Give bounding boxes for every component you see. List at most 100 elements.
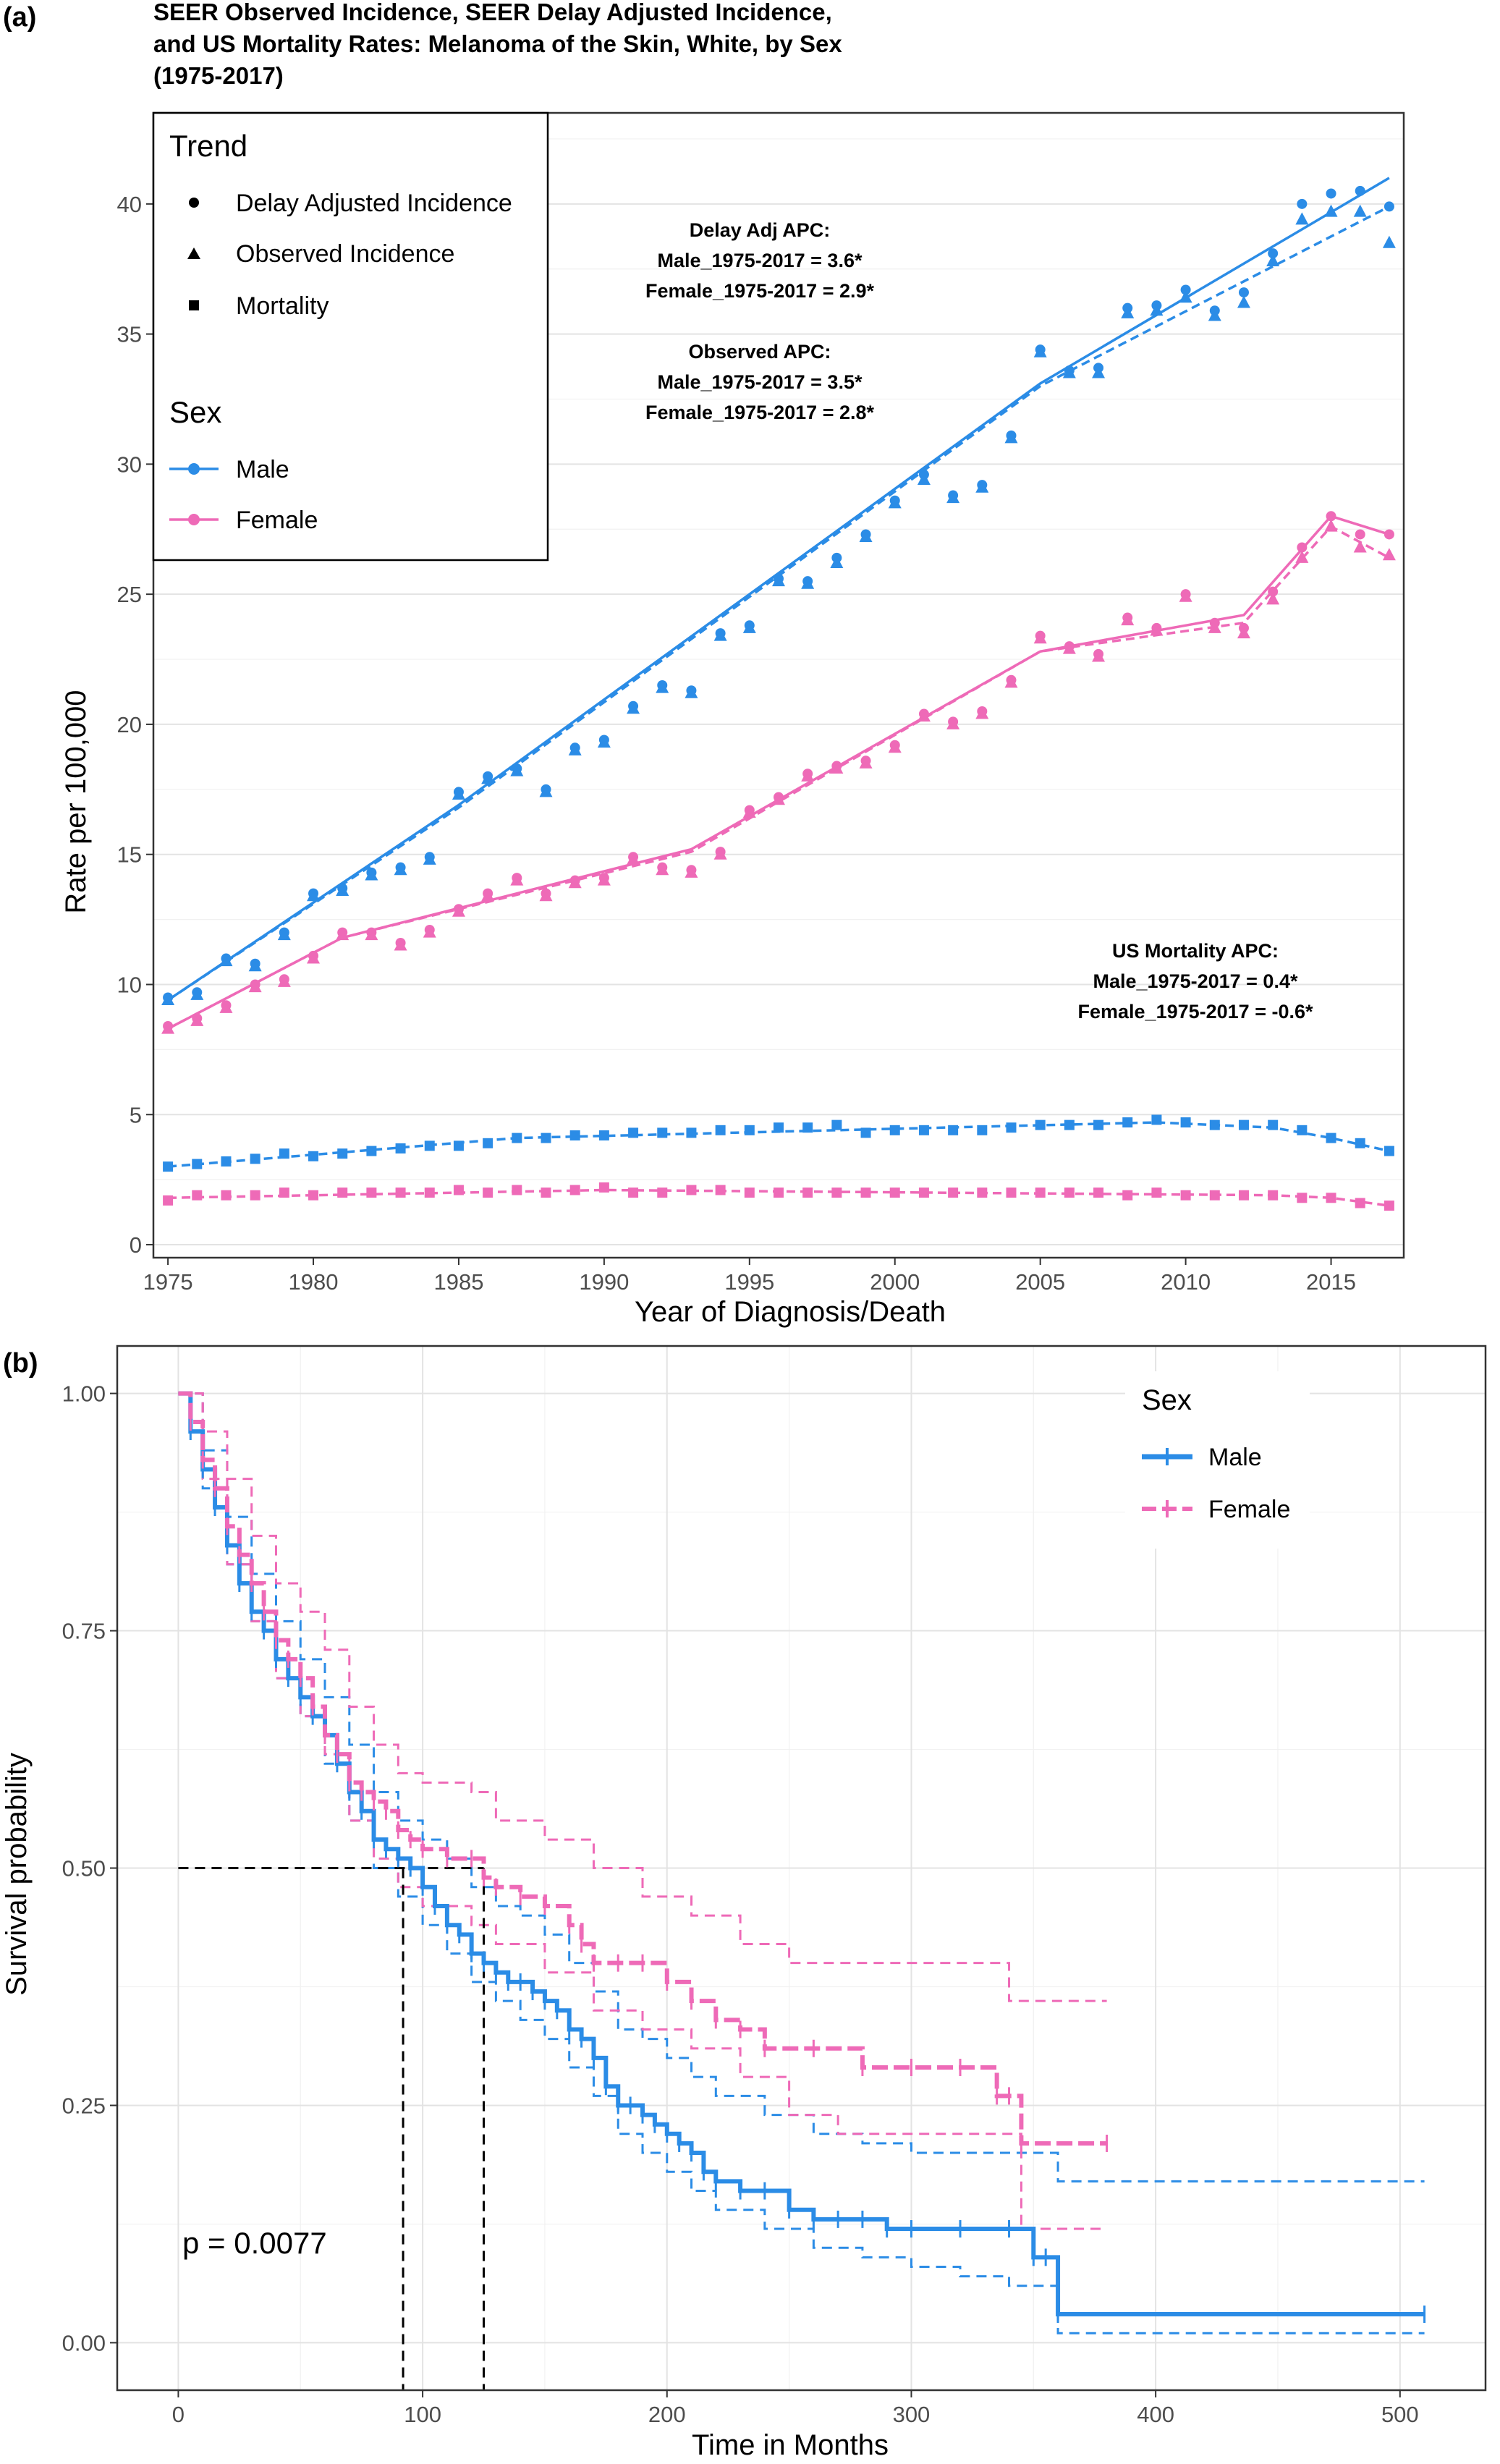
y-tick-label: 20: [117, 712, 142, 737]
male-mortality-point: [1093, 1119, 1104, 1130]
female-mortality-point: [366, 1187, 377, 1198]
legend-trend-title: Trend: [169, 129, 247, 163]
female-observed-incidence-point: [1382, 548, 1396, 561]
female-delay-adjusted-incidence-point: [1151, 622, 1162, 633]
male-mortality-point: [686, 1127, 697, 1138]
female-mortality-point: [1035, 1187, 1046, 1198]
male-observed-incidence-point: [1382, 235, 1396, 248]
female-delay-adjusted-incidence-point: [395, 937, 406, 948]
x-tick-label: 0: [172, 2402, 185, 2427]
male-delay-adjusted-incidence-point: [1297, 198, 1308, 209]
female-mortality-point: [1268, 1190, 1279, 1201]
male-delay-adjusted-incidence-point: [1006, 430, 1017, 441]
female-observed-incidence-point: [1324, 519, 1338, 532]
delay-apc-title: Delay Adj APC:: [690, 219, 831, 241]
delay-apc-female: Female_1975-2017 = 2.9*: [645, 280, 874, 302]
female-delay-adjusted-incidence-point: [1297, 542, 1308, 553]
female-mortality-point: [1355, 1198, 1365, 1208]
legend-trend-observed: Observed Incidence: [236, 240, 454, 268]
female-delay-adjusted-incidence-point: [977, 706, 988, 716]
male-delay-adjusted-incidence-point: [948, 490, 959, 501]
female-delay-adjusted-incidence-point: [192, 1013, 203, 1024]
male-delay-adjusted-incidence-point: [977, 480, 988, 491]
male-delay-adjusted-incidence-point: [1064, 365, 1075, 376]
male-delay-adjusted-incidence-point: [774, 573, 784, 584]
male-delay-adjusted-incidence-point: [802, 576, 813, 587]
male-delay-adjusted-incidence-point: [1268, 248, 1279, 259]
male-mortality-point: [1268, 1119, 1279, 1130]
panel-b-border: [116, 1345, 1487, 2392]
female-mortality-point: [802, 1187, 813, 1198]
female-mortality-point: [1238, 1190, 1249, 1201]
female-mortality-point: [977, 1187, 988, 1198]
female-mortality-point: [948, 1187, 959, 1198]
female-delay-adjusted-incidence-point: [1209, 617, 1220, 628]
female-delay-adjusted-incidence-point: [889, 740, 900, 750]
female-delay-adjusted-incidence-point: [250, 979, 260, 990]
female-delay-adjusted-incidence-point: [541, 888, 551, 899]
female-mortality-point: [279, 1187, 289, 1198]
male-mortality-point: [424, 1140, 435, 1151]
y-tick-label: 15: [117, 842, 142, 868]
y-tick-label: 35: [117, 322, 142, 347]
female-delay-adjusted-incidence-point: [860, 755, 871, 766]
y-tick-label: 0: [130, 1232, 142, 1258]
male-mortality-point: [1326, 1132, 1336, 1143]
male-mortality-point: [483, 1138, 493, 1148]
y-tick-label: 0.25: [62, 2093, 106, 2118]
legend-triangle-marker: [187, 247, 200, 259]
female-delay-adjusted-incidence-point: [221, 1000, 232, 1011]
male-mortality-point: [512, 1132, 522, 1143]
male-delay-adjusted-incidence-point: [1093, 363, 1104, 373]
female-mortality-point: [541, 1187, 551, 1198]
legend-male-label: Male: [236, 456, 289, 483]
panel-b-y-axis-label: Survival probability: [1, 1753, 33, 1996]
female-delay-adjusted-incidence-point: [948, 716, 959, 727]
female-mortality-point: [395, 1187, 406, 1198]
male-mortality-point: [250, 1153, 260, 1164]
female-delay-adjusted-incidence-point: [366, 927, 377, 938]
male-delay-adjusted-incidence-point: [221, 953, 232, 964]
legend-circle-marker: [189, 198, 199, 208]
female-mortality-point: [250, 1190, 260, 1201]
observed-apc-female: Female_1975-2017 = 2.8*: [645, 402, 874, 423]
female-mortality-point: [424, 1187, 435, 1198]
panel-b-legend-male-label: Male: [1208, 1444, 1262, 1471]
y-tick-label: 0.00: [62, 2330, 106, 2355]
female-mortality-point: [1151, 1187, 1162, 1198]
female-delay-adjusted-incidence-point: [628, 852, 639, 863]
legend-trend-delay: Delay Adjusted Incidence: [236, 190, 512, 217]
male-mortality-point: [395, 1143, 406, 1153]
female-mortality-point: [860, 1187, 871, 1198]
female-delay-adjusted-incidence-point: [774, 792, 784, 803]
female-mortality-point: [598, 1182, 609, 1193]
male-delay-adjusted-incidence-point: [715, 628, 726, 639]
x-tick-label: 1990: [579, 1269, 629, 1295]
female-delay-adjusted-incidence-point: [1006, 674, 1017, 685]
female-mortality-point: [453, 1185, 464, 1195]
female-delay-adjusted-incidence-point: [918, 708, 929, 719]
female-mortality-point: [1384, 1201, 1394, 1211]
p-value: p = 0.0077: [182, 2226, 327, 2260]
x-tick-label: 1980: [289, 1269, 339, 1295]
female-delay-adjusted-incidence-point: [483, 888, 493, 899]
observed-apc-male: Male_1975-2017 = 3.5*: [658, 371, 863, 393]
y-tick-label: 10: [117, 972, 142, 997]
female-delay-adjusted-incidence-point: [657, 862, 668, 873]
male-mortality-point: [1238, 1119, 1249, 1130]
male-delay-adjusted-incidence-point: [541, 784, 551, 795]
male-mortality-point: [889, 1125, 900, 1135]
y-tick-label: 0.50: [62, 1856, 106, 1881]
male-mortality-point: [541, 1132, 551, 1143]
male-mortality-point: [569, 1130, 580, 1141]
male-observed-incidence-point: [1353, 204, 1367, 217]
male-mortality-point: [860, 1127, 871, 1138]
male-delay-adjusted-incidence-point: [163, 992, 174, 1003]
male-delay-adjusted-incidence-point: [1238, 287, 1249, 298]
x-tick-label: 2000: [870, 1269, 920, 1295]
female-delay-adjusted-incidence-point: [424, 924, 435, 935]
x-tick-label: 2015: [1306, 1269, 1356, 1295]
panel-a-border: [152, 111, 1405, 1259]
male-mortality-point: [308, 1151, 319, 1161]
